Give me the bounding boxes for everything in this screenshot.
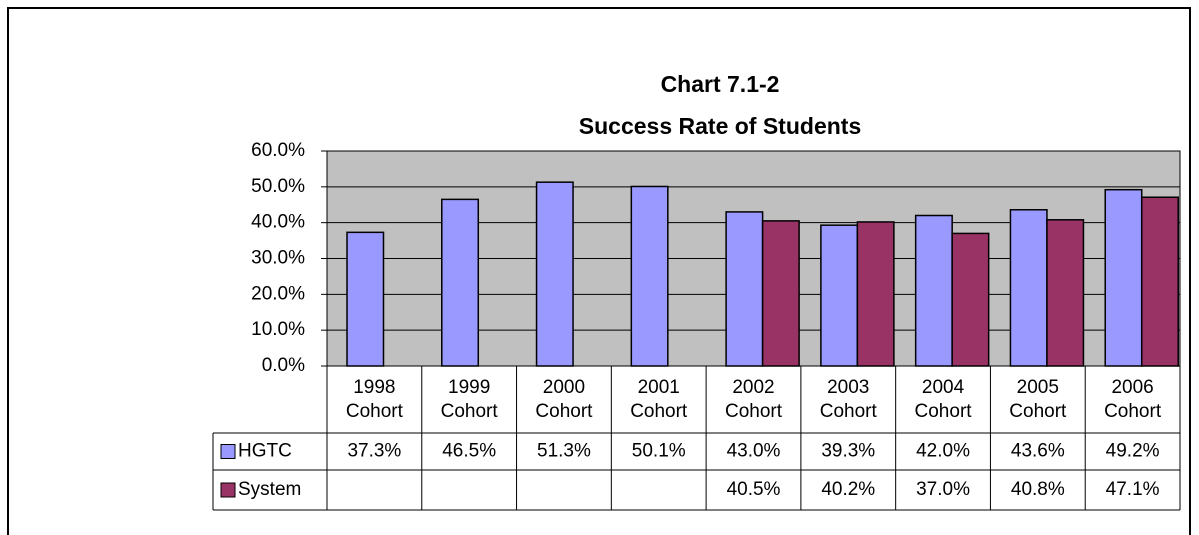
y-tick-label: 30.0% — [251, 248, 305, 269]
x-tick-label: 1999 Cohort — [440, 377, 498, 422]
bar — [1046, 219, 1085, 367]
y-tick-label: 50.0% — [251, 176, 305, 197]
data-label: 40.5% — [727, 479, 781, 500]
y-tick-label: 40.0% — [251, 212, 305, 233]
bar — [630, 185, 669, 367]
data-label: 51.3% — [537, 441, 591, 462]
data-label: 49.2% — [1106, 441, 1160, 462]
data-label: 39.3% — [821, 441, 875, 462]
bar — [1009, 209, 1048, 367]
x-tick-label: 2002 Cohort — [724, 377, 782, 422]
data-label: 47.1% — [1106, 479, 1160, 500]
bar — [1104, 188, 1143, 367]
data-label: 43.6% — [1011, 441, 1065, 462]
bar — [761, 220, 800, 367]
x-tick-label: 2005 Cohort — [1009, 377, 1067, 422]
x-tick-label: 2001 Cohort — [630, 377, 688, 422]
chart-title: Chart 7.1-2 — [661, 71, 780, 97]
bar — [346, 231, 385, 367]
x-tick-label: 1998 Cohort — [345, 377, 403, 422]
x-tick-label: 2004 Cohort — [914, 377, 972, 422]
data-label: 37.3% — [347, 441, 401, 462]
y-tick-label: 10.0% — [251, 319, 305, 340]
x-tick-label: 2003 Cohort — [819, 377, 877, 422]
bar — [535, 181, 574, 367]
legend-label: System — [238, 479, 301, 500]
x-tick-label: 2006 Cohort — [1104, 377, 1162, 422]
data-label: 50.1% — [632, 441, 686, 462]
bar — [951, 232, 990, 367]
legend-swatch — [220, 482, 236, 498]
chart-subtitle: Success Rate of Students — [579, 113, 861, 139]
data-label: 40.2% — [821, 479, 875, 500]
data-label: 42.0% — [916, 441, 970, 462]
bar — [856, 221, 895, 367]
y-tick-label: 0.0% — [262, 355, 305, 376]
y-tick-label: 20.0% — [251, 283, 305, 304]
y-tick-label: 60.0% — [251, 140, 305, 161]
x-tick-label: 2000 Cohort — [535, 377, 593, 422]
legend-label: HGTC — [238, 441, 292, 462]
bar — [725, 211, 764, 367]
legend-swatch — [220, 444, 236, 459]
bar — [820, 224, 859, 367]
bar — [441, 198, 480, 367]
data-label: 43.0% — [727, 441, 781, 462]
data-label: 37.0% — [916, 479, 970, 500]
frame — [7, 7, 1191, 535]
bar — [914, 214, 953, 367]
data-label: 40.8% — [1011, 479, 1065, 500]
data-label: 46.5% — [442, 441, 496, 462]
bar — [1140, 196, 1179, 367]
